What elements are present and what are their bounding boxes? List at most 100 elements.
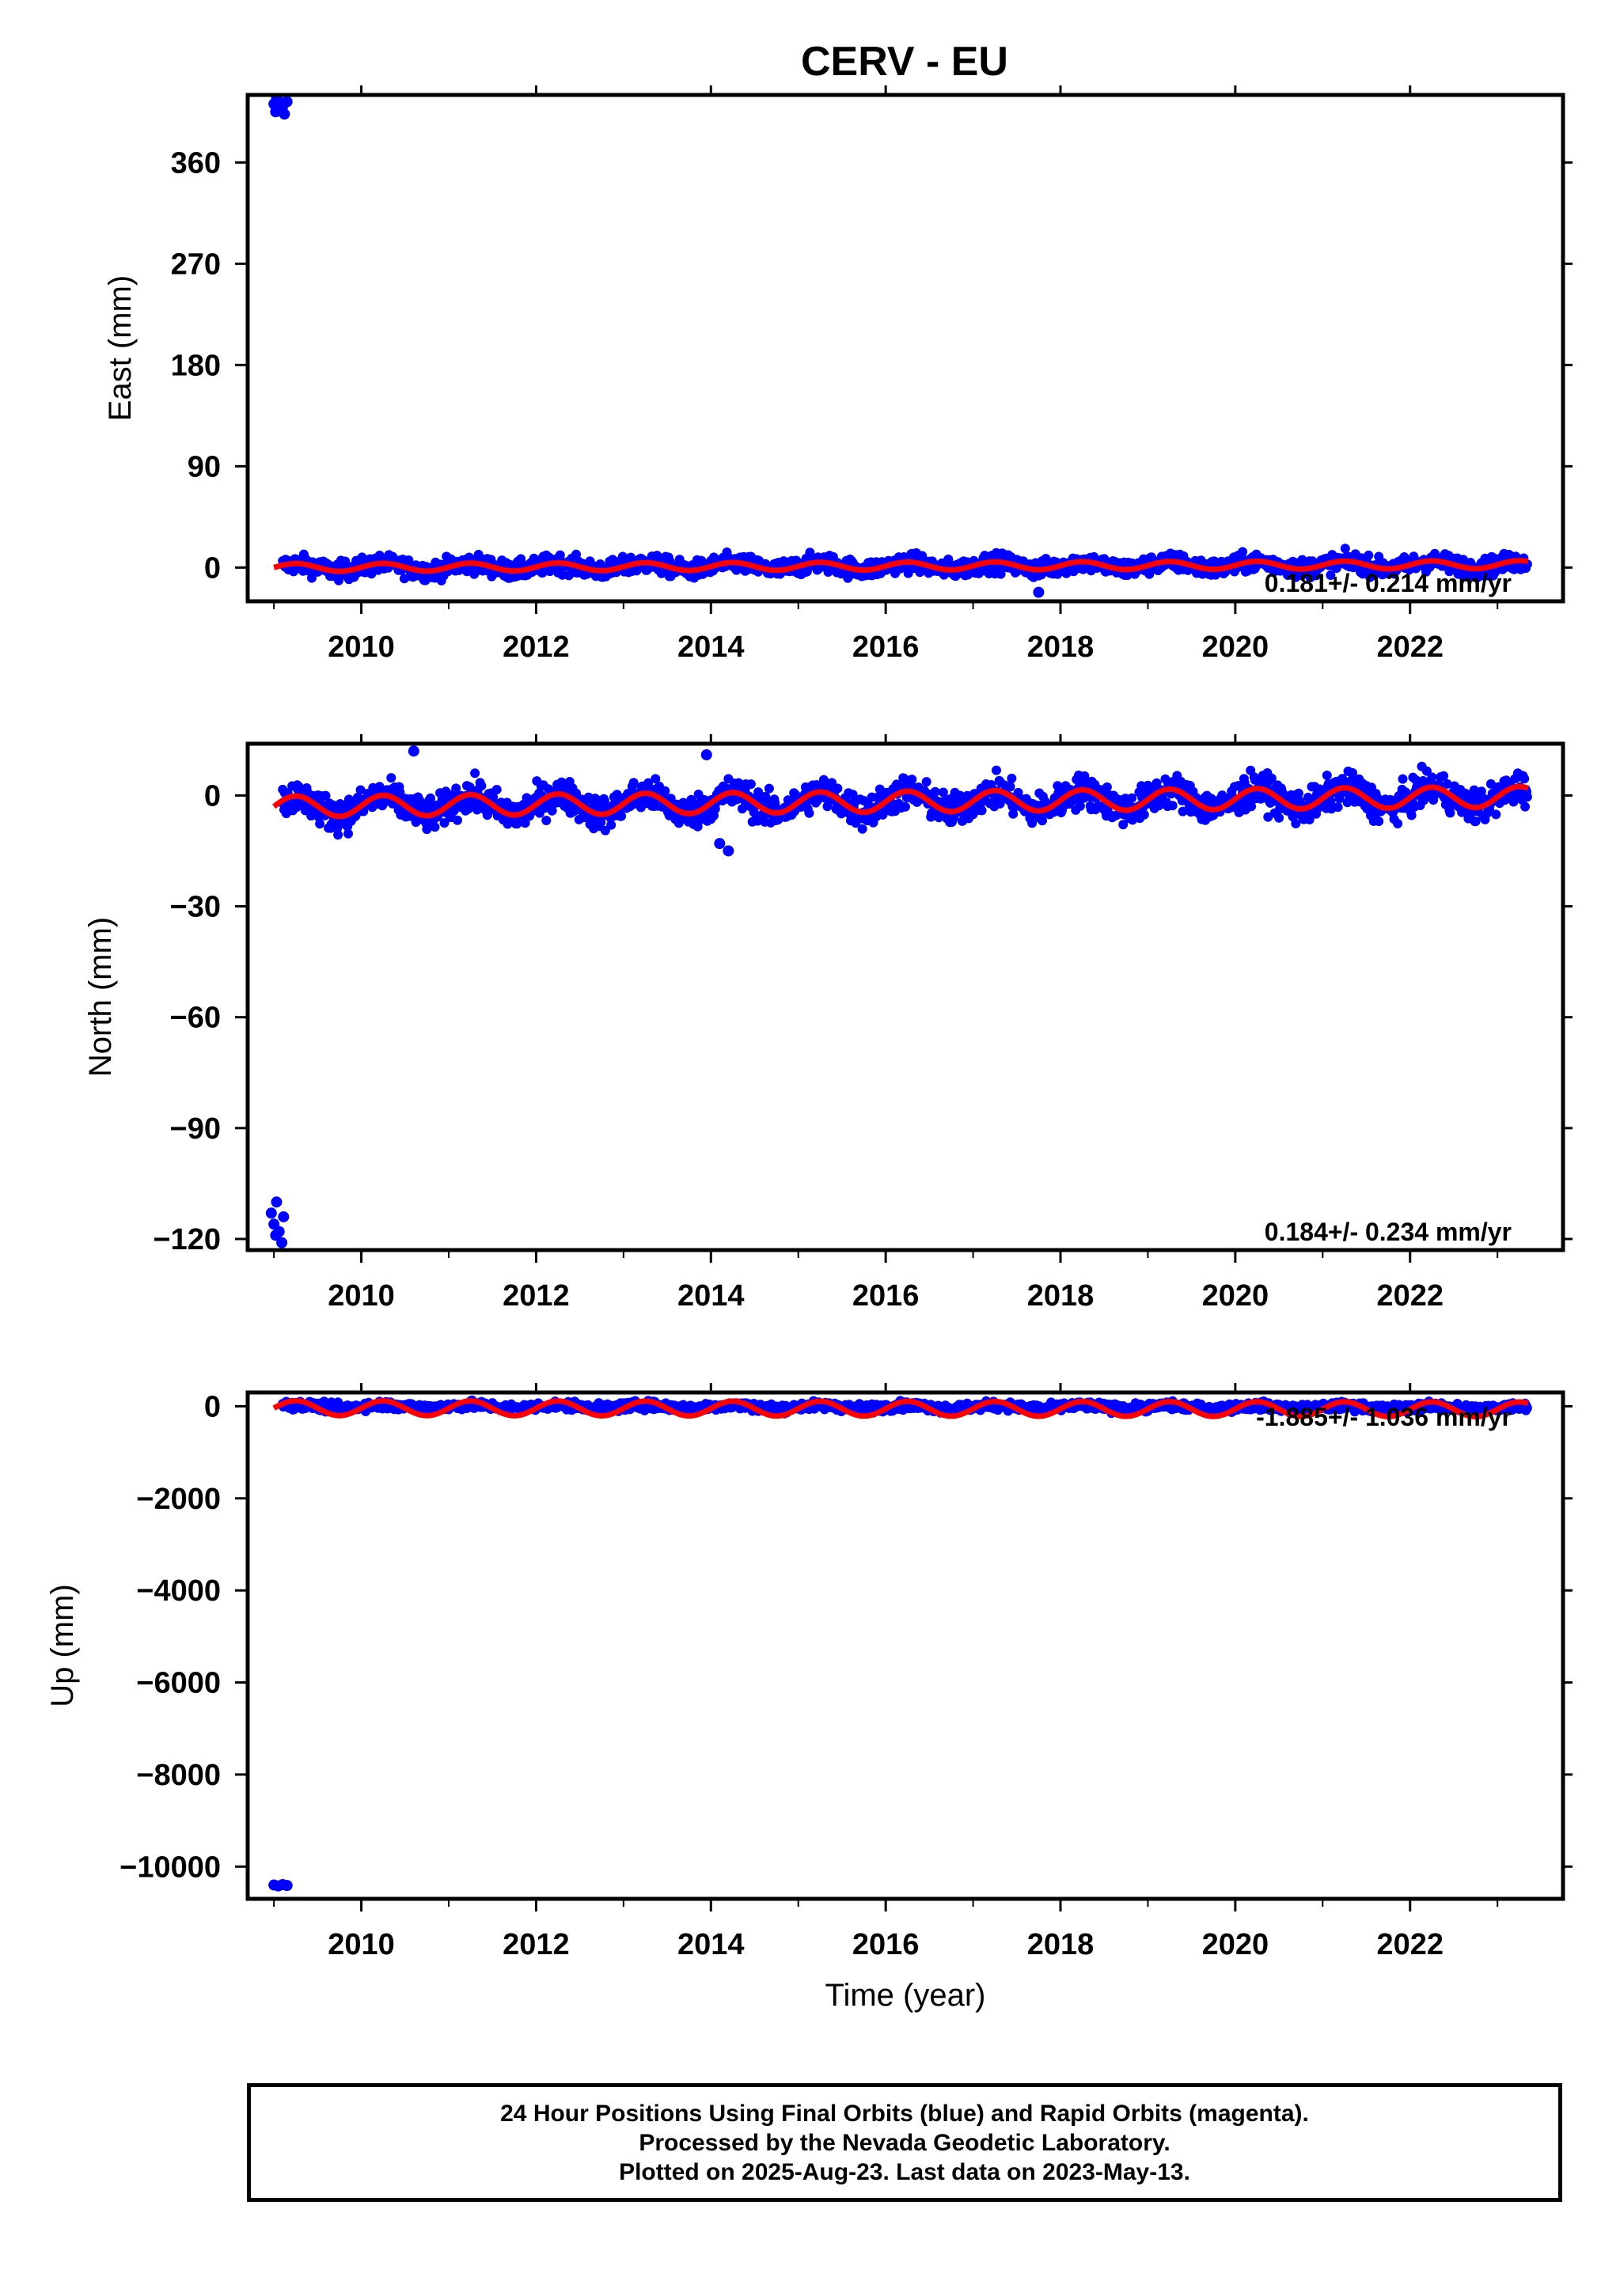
y-tick-label: −60 <box>170 1002 221 1035</box>
x-tick-label: 2016 <box>852 1928 920 1961</box>
data-point <box>764 783 774 794</box>
data-point <box>422 824 432 835</box>
data-point <box>343 828 353 839</box>
data-point <box>921 777 931 787</box>
data-point <box>555 550 565 560</box>
data-point <box>907 775 917 785</box>
data-point <box>1038 816 1047 826</box>
outlier-point <box>279 108 290 120</box>
chart-title: CERV - EU <box>801 39 1008 85</box>
data-point <box>1522 792 1532 802</box>
x-tick-label: 2022 <box>1376 631 1444 664</box>
data-point <box>1333 802 1343 813</box>
plot-area-east <box>268 95 1532 598</box>
data-point <box>541 816 552 825</box>
data-point <box>1398 774 1408 784</box>
y-tick-label: −6000 <box>136 1667 221 1700</box>
y-tick-label: 0 <box>204 551 221 585</box>
data-point <box>901 801 910 812</box>
data-point <box>307 573 317 583</box>
data-point <box>1274 813 1284 823</box>
x-tick-label: 2010 <box>328 1928 395 1961</box>
y-tick-label: 360 <box>171 146 221 180</box>
data-point <box>386 773 396 783</box>
panel-east: 2010 2012 2014 2016 2018 2020 2022090180270360… <box>103 85 1573 664</box>
data-point <box>617 811 627 821</box>
data-point <box>1445 808 1455 818</box>
data-point <box>1520 801 1531 812</box>
x-tick-label: 2012 <box>503 1279 570 1313</box>
data-point <box>491 785 502 794</box>
y-tick-label: 90 <box>188 450 221 483</box>
data-point <box>1238 547 1248 557</box>
series-final-orbits <box>268 1395 1532 1892</box>
data-point <box>1519 774 1530 784</box>
data-point <box>1364 550 1374 560</box>
data-point <box>617 551 628 562</box>
y-tick-label: 0 <box>204 779 221 813</box>
outlier-point <box>1033 586 1045 598</box>
data-point <box>833 783 843 794</box>
data-point <box>1491 809 1501 820</box>
y-tick-label: 0 <box>204 1390 221 1423</box>
series-final-orbits <box>268 95 1532 598</box>
outlier-point <box>278 1211 290 1222</box>
data-point <box>930 786 940 797</box>
y-tick-label: −30 <box>170 891 221 924</box>
outlier-point <box>408 745 419 757</box>
plot-area-up <box>268 1395 1532 1892</box>
rate-annotation: 0.181+/- 0.214 mm/yr <box>1265 569 1512 597</box>
x-tick-label: 2018 <box>1027 1928 1095 1961</box>
data-point <box>805 547 815 558</box>
outlier-point <box>271 1196 283 1208</box>
outlier-point <box>265 1207 277 1219</box>
data-point <box>1406 810 1417 820</box>
data-point <box>1139 809 1149 820</box>
data-point <box>470 768 480 779</box>
panel-up: 2010 2012 2014 2016 2018 2020 2022−10000−8000−… <box>45 1383 1573 2013</box>
data-point <box>977 805 987 816</box>
x-tick-label: 2014 <box>677 1928 745 1961</box>
data-point <box>1393 819 1403 828</box>
outlier-point <box>700 749 712 761</box>
data-point <box>333 830 343 840</box>
data-point <box>746 779 756 790</box>
data-point <box>1439 771 1449 781</box>
x-tick-label: 2014 <box>677 1279 745 1313</box>
data-point <box>1374 816 1384 827</box>
y-axis-label: North (mm) <box>83 917 118 1077</box>
x-tick-label: 2012 <box>503 1928 570 1961</box>
x-tick-label: 2012 <box>503 631 570 664</box>
data-point <box>1102 782 1112 792</box>
x-tick-label: 2010 <box>328 631 395 664</box>
y-tick-label: −90 <box>170 1112 221 1146</box>
data-point <box>992 765 1001 775</box>
data-point <box>1291 819 1301 828</box>
x-tick-label: 2020 <box>1202 1928 1269 1961</box>
data-point <box>453 815 462 825</box>
data-point <box>1007 773 1017 783</box>
series-final-orbits <box>265 745 1532 1248</box>
data-point <box>1340 544 1350 554</box>
data-point <box>516 554 526 564</box>
outlier-point <box>281 96 293 108</box>
outlier-point <box>714 838 726 850</box>
y-axis-label: Up (mm) <box>45 1584 80 1707</box>
x-tick-label: 2010 <box>328 1279 395 1313</box>
y-tick-label: 180 <box>171 349 221 382</box>
y-tick-label: −10000 <box>120 1851 221 1884</box>
data-point <box>430 822 440 832</box>
data-point <box>1322 771 1332 780</box>
y-tick-label: −120 <box>153 1223 221 1256</box>
data-point <box>804 808 814 818</box>
x-tick-label: 2018 <box>1027 1279 1095 1313</box>
outlier-point <box>270 1229 282 1241</box>
axes-frame <box>245 93 1565 604</box>
data-point <box>606 820 617 830</box>
data-point <box>1005 782 1015 792</box>
data-point <box>1326 570 1336 580</box>
data-point <box>315 819 325 829</box>
data-point <box>857 824 867 834</box>
y-tick-label: −8000 <box>136 1759 221 1792</box>
